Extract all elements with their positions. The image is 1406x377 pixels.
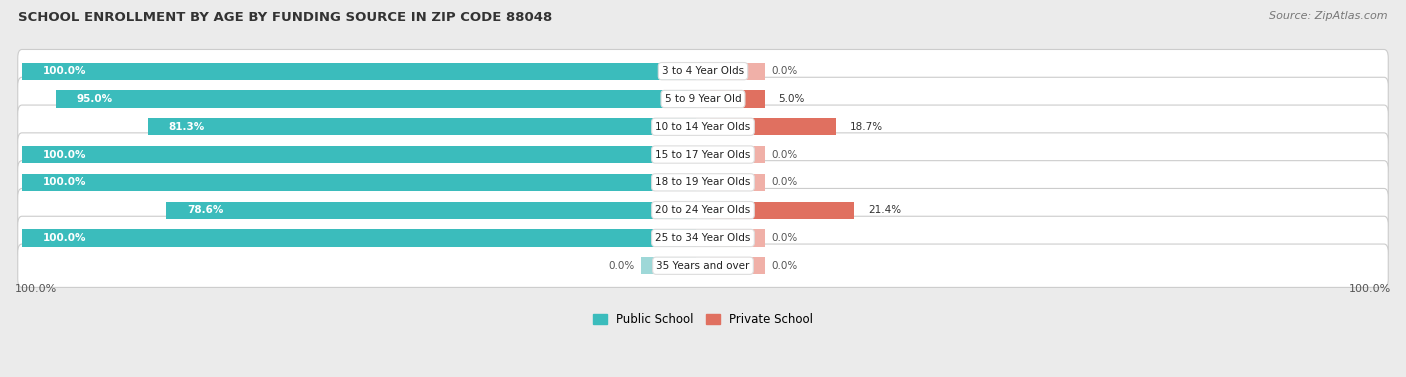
Text: 81.3%: 81.3%	[169, 122, 205, 132]
Text: 0.0%: 0.0%	[772, 177, 799, 187]
Bar	[710, 63, 765, 80]
FancyBboxPatch shape	[18, 105, 1388, 149]
Bar	[56, 90, 696, 107]
Text: 20 to 24 Year Olds: 20 to 24 Year Olds	[655, 205, 751, 215]
Bar	[22, 229, 696, 247]
Text: 15 to 17 Year Olds: 15 to 17 Year Olds	[655, 150, 751, 159]
Text: 95.0%: 95.0%	[76, 94, 112, 104]
Text: 0.0%: 0.0%	[772, 66, 799, 76]
Text: Source: ZipAtlas.com: Source: ZipAtlas.com	[1270, 11, 1388, 21]
Text: 18 to 19 Year Olds: 18 to 19 Year Olds	[655, 177, 751, 187]
FancyBboxPatch shape	[18, 244, 1388, 287]
FancyBboxPatch shape	[18, 133, 1388, 176]
Bar	[641, 257, 696, 274]
FancyBboxPatch shape	[18, 188, 1388, 232]
Bar	[710, 202, 855, 219]
Text: 0.0%: 0.0%	[607, 261, 634, 271]
Text: 100.0%: 100.0%	[42, 177, 86, 187]
Bar	[166, 202, 696, 219]
FancyBboxPatch shape	[18, 49, 1388, 93]
Bar	[710, 229, 765, 247]
Bar	[710, 146, 765, 163]
Bar	[22, 146, 696, 163]
FancyBboxPatch shape	[18, 77, 1388, 121]
Text: 100.0%: 100.0%	[42, 66, 86, 76]
Text: 100.0%: 100.0%	[42, 150, 86, 159]
Text: SCHOOL ENROLLMENT BY AGE BY FUNDING SOURCE IN ZIP CODE 88048: SCHOOL ENROLLMENT BY AGE BY FUNDING SOUR…	[18, 11, 553, 24]
Text: 25 to 34 Year Olds: 25 to 34 Year Olds	[655, 233, 751, 243]
Bar	[22, 174, 696, 191]
FancyBboxPatch shape	[18, 216, 1388, 260]
Text: 78.6%: 78.6%	[187, 205, 224, 215]
Bar	[710, 257, 765, 274]
Bar	[710, 90, 765, 107]
Bar	[710, 118, 837, 135]
Text: 3 to 4 Year Olds: 3 to 4 Year Olds	[662, 66, 744, 76]
Text: 21.4%: 21.4%	[868, 205, 901, 215]
Legend: Public School, Private School: Public School, Private School	[588, 308, 818, 331]
Text: 100.0%: 100.0%	[15, 284, 58, 294]
Text: 100.0%: 100.0%	[42, 233, 86, 243]
Text: 0.0%: 0.0%	[772, 233, 799, 243]
Text: 5 to 9 Year Old: 5 to 9 Year Old	[665, 94, 741, 104]
FancyBboxPatch shape	[18, 161, 1388, 204]
Bar	[22, 63, 696, 80]
Bar	[710, 174, 765, 191]
Text: 5.0%: 5.0%	[779, 94, 806, 104]
Text: 0.0%: 0.0%	[772, 150, 799, 159]
Bar	[148, 118, 696, 135]
Text: 100.0%: 100.0%	[1348, 284, 1391, 294]
Text: 0.0%: 0.0%	[772, 261, 799, 271]
Text: 18.7%: 18.7%	[849, 122, 883, 132]
Text: 35 Years and over: 35 Years and over	[657, 261, 749, 271]
Text: 10 to 14 Year Olds: 10 to 14 Year Olds	[655, 122, 751, 132]
